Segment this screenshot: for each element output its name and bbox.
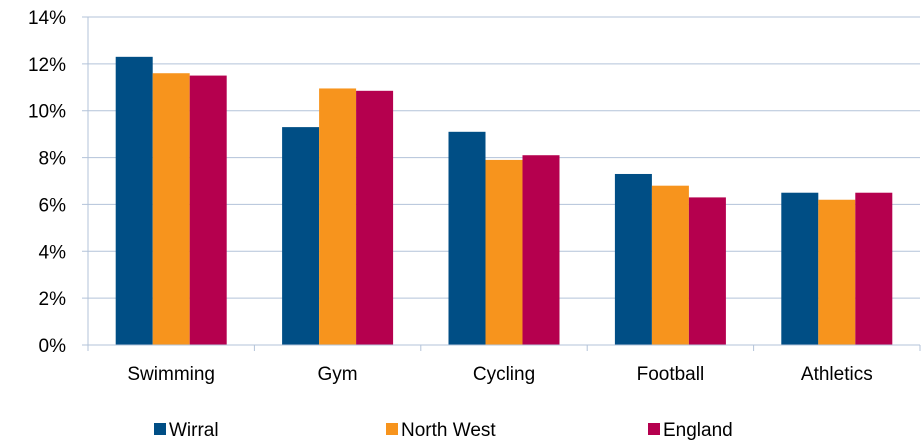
legend-label: Wirral bbox=[169, 420, 219, 441]
legend-label: North West bbox=[401, 420, 496, 441]
bar-wirral-gym bbox=[282, 127, 320, 345]
y-tick-label: 8% bbox=[39, 149, 67, 170]
bar-england-football bbox=[688, 197, 726, 345]
y-tick-label: 0% bbox=[39, 336, 67, 357]
x-tick-label: Gym bbox=[318, 364, 358, 385]
legend-swatch bbox=[386, 423, 398, 435]
bar-north-west-gym bbox=[319, 88, 357, 345]
y-tick-label: 4% bbox=[39, 242, 67, 263]
bar-wirral-cycling bbox=[448, 131, 486, 345]
legend: Wirral North West England bbox=[154, 420, 733, 441]
bar-north-west-cycling bbox=[485, 159, 523, 345]
x-tick-label: Football bbox=[637, 364, 705, 385]
bar-north-west-swimming bbox=[152, 73, 190, 345]
bar-england-athletics bbox=[855, 192, 893, 345]
y-tick-label: 14% bbox=[28, 8, 66, 29]
bar-wirral-athletics bbox=[781, 192, 819, 345]
bars bbox=[115, 56, 893, 346]
legend-swatch bbox=[648, 423, 660, 435]
bar-north-west-football bbox=[651, 185, 689, 345]
y-tick-label: 2% bbox=[39, 289, 67, 310]
bar-north-west-athletics bbox=[818, 199, 856, 345]
x-axis: Swimming Gym Cycling Football Athletics bbox=[87, 344, 921, 385]
x-tick-label: Athletics bbox=[801, 364, 873, 385]
legend-label: England bbox=[663, 420, 733, 441]
x-tick-label: Swimming bbox=[127, 364, 215, 385]
y-tick-label: 10% bbox=[28, 102, 66, 123]
bar-wirral-football bbox=[614, 173, 652, 345]
bar-england-gym bbox=[356, 90, 394, 345]
bar-england-swimming bbox=[189, 75, 227, 346]
y-tick-label: 12% bbox=[28, 55, 66, 76]
y-axis: 0% 2% 4% 6% 8% 10% 12% 14% bbox=[28, 8, 89, 357]
x-tick-label: Cycling bbox=[473, 364, 535, 385]
bar-england-cycling bbox=[522, 155, 560, 345]
legend-swatch bbox=[154, 423, 166, 435]
bar-wirral-swimming bbox=[115, 56, 153, 345]
y-tick-label: 6% bbox=[39, 195, 67, 216]
